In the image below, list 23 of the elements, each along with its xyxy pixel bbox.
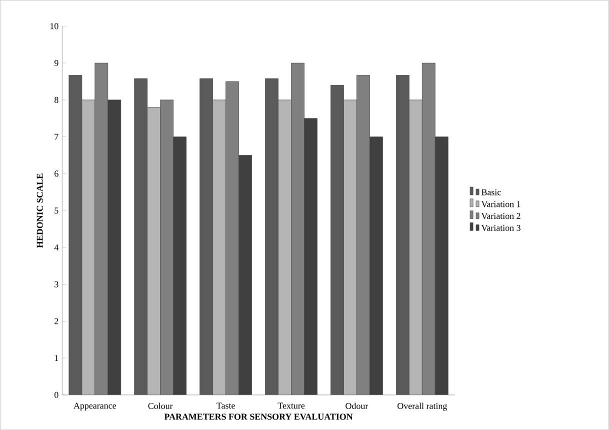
legend-label: Variation 2 xyxy=(481,212,520,220)
x-tick-label: Texture xyxy=(278,402,305,409)
y-tick-label: 7 xyxy=(54,134,58,140)
y-axis-title: HEDONIC SCALE xyxy=(36,174,43,248)
legend-label: Variation 1 xyxy=(481,201,520,208)
legend-label: Variation 3 xyxy=(481,224,520,231)
y-tick-label: 2 xyxy=(54,318,58,324)
y-tick-label: 8 xyxy=(54,96,58,103)
y-tick-label: 9 xyxy=(54,60,58,66)
x-tick-label: Overall rating xyxy=(398,402,448,411)
y-tick-label: 5 xyxy=(54,208,58,214)
x-axis-title: PARAMETERS FOR SENSORY EVALUATION xyxy=(164,414,353,420)
y-tick-label: 10 xyxy=(50,23,58,30)
y-tick-label: 1 xyxy=(54,355,58,361)
x-tick-label: Appearance xyxy=(74,402,116,410)
y-tick-label: 6 xyxy=(54,170,58,177)
y-tick-label: 4 xyxy=(54,244,59,250)
x-tick-label: Taste xyxy=(216,402,235,409)
x-tick-label: Odour xyxy=(346,402,368,409)
x-tick-label: Colour xyxy=(148,402,173,409)
legend-label: Basic xyxy=(481,189,501,196)
y-tick-label: 0 xyxy=(54,392,58,398)
y-tick-label: 3 xyxy=(54,281,58,288)
